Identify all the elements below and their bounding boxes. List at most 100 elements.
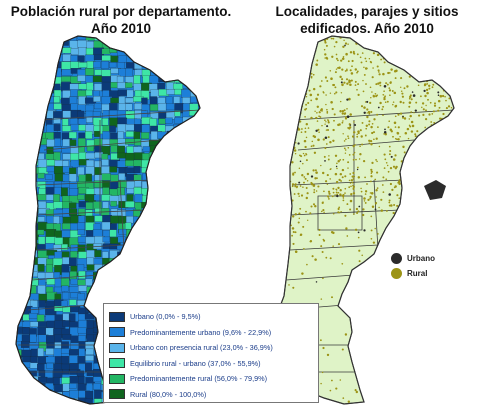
- department-cell: [198, 222, 200, 229]
- department-cell: [188, 69, 196, 78]
- settlement-dot: [278, 185, 281, 188]
- settlement-dot: [334, 154, 338, 157]
- settlement-dot: [408, 101, 412, 104]
- department-cell: [62, 160, 69, 168]
- settlement-dot: [363, 106, 366, 109]
- settlement-dot: [432, 110, 435, 113]
- department-cell: [16, 159, 26, 170]
- settlement-dot: [389, 54, 393, 58]
- settlement-dot: [372, 67, 374, 69]
- settlement-dot: [337, 159, 340, 163]
- department-cell: [166, 292, 177, 303]
- settlement-dot: [354, 328, 357, 331]
- department-cell: [86, 117, 93, 123]
- settlement-dot: [350, 185, 352, 188]
- settlement-dot: [441, 210, 443, 213]
- settlement-dot: [288, 39, 291, 42]
- settlement-dot: [267, 74, 269, 76]
- department-cell: [22, 314, 30, 321]
- settlement-dot: [378, 71, 380, 73]
- settlement-dot: [288, 139, 291, 143]
- department-cell: [21, 349, 33, 358]
- department-cell: [37, 389, 47, 399]
- settlement-dot: [274, 36, 277, 39]
- settlement-dot: [301, 174, 304, 177]
- settlement-dot: [341, 78, 344, 81]
- settlement-dot: [397, 181, 399, 184]
- settlement-dot: [315, 190, 318, 192]
- settlement-dot: [455, 142, 458, 145]
- department-cell: [150, 208, 158, 214]
- settlement-dot: [350, 193, 353, 196]
- settlement-dot: [325, 94, 327, 96]
- settlement-dot: [394, 185, 397, 188]
- department-cell: [133, 291, 143, 300]
- settlement-dot: [450, 223, 453, 226]
- settlement-dot: [281, 36, 284, 39]
- settlement-dot: [342, 120, 344, 122]
- department-cell: [44, 36, 57, 41]
- settlement-dot: [292, 286, 295, 289]
- settlement-dot: [278, 88, 280, 90]
- settlement-dot: [284, 195, 287, 198]
- settlement-dot: [438, 106, 441, 109]
- settlement-dot: [271, 162, 274, 165]
- legend-label: Equilibrio rural - urbano (37,0% - 55,9%…: [130, 358, 261, 368]
- settlement-dot: [367, 315, 369, 317]
- settlement-dot: [455, 361, 457, 363]
- settlement-dot: [411, 45, 414, 48]
- department-cell: [156, 230, 166, 238]
- settlement-dot: [445, 99, 447, 102]
- settlement-dot: [431, 132, 434, 136]
- settlement-dot: [352, 50, 355, 53]
- settlement-dot: [332, 128, 335, 132]
- settlement-dot: [392, 291, 395, 294]
- department-cell: [93, 376, 102, 383]
- settlement-dot: [439, 246, 442, 249]
- settlement-dot: [435, 309, 438, 312]
- settlement-dot: [270, 59, 273, 61]
- settlement-dot: [357, 273, 361, 276]
- settlement-dot: [294, 183, 297, 186]
- department-cell: [61, 61, 72, 70]
- settlement-dot: [411, 338, 414, 341]
- settlement-dot: [383, 85, 387, 88]
- settlement-dot: [449, 135, 452, 139]
- settlement-dot: [348, 291, 351, 294]
- settlement-dot: [390, 204, 393, 207]
- settlement-dot: [357, 236, 360, 239]
- department-cell: [133, 243, 141, 253]
- settlement-dot: [435, 200, 438, 203]
- department-cell: [85, 68, 95, 76]
- department-cell: [69, 208, 78, 216]
- department-cell: [86, 334, 95, 342]
- department-cell: [94, 279, 101, 286]
- settlement-dot: [379, 101, 382, 105]
- department-cell: [174, 187, 183, 198]
- settlement-dot: [316, 112, 318, 114]
- department-cell: [69, 299, 77, 306]
- settlement-dot: [440, 293, 443, 296]
- settlement-dot: [428, 113, 431, 116]
- settlement-dot: [299, 207, 302, 210]
- department-cell: [29, 104, 39, 114]
- settlement-dot: [393, 91, 397, 95]
- settlement-dot: [385, 302, 388, 305]
- settlement-dot: [325, 44, 328, 47]
- settlement-dot: [313, 189, 316, 191]
- department-cell: [126, 405, 133, 414]
- settlement-dot: [302, 186, 304, 188]
- settlement-dot: [446, 178, 449, 182]
- settlement-dot: [278, 55, 281, 57]
- department-cell: [197, 257, 200, 265]
- settlement-dot: [394, 115, 397, 118]
- department-cell: [21, 54, 28, 61]
- settlement-dot: [382, 93, 385, 96]
- department-cell: [102, 131, 110, 140]
- settlement-dot: [333, 45, 336, 48]
- department-cell: [196, 55, 200, 64]
- settlement-dot: [345, 138, 347, 140]
- department-cell: [141, 40, 149, 51]
- settlement-dot: [428, 211, 431, 214]
- settlement-dot: [382, 105, 385, 108]
